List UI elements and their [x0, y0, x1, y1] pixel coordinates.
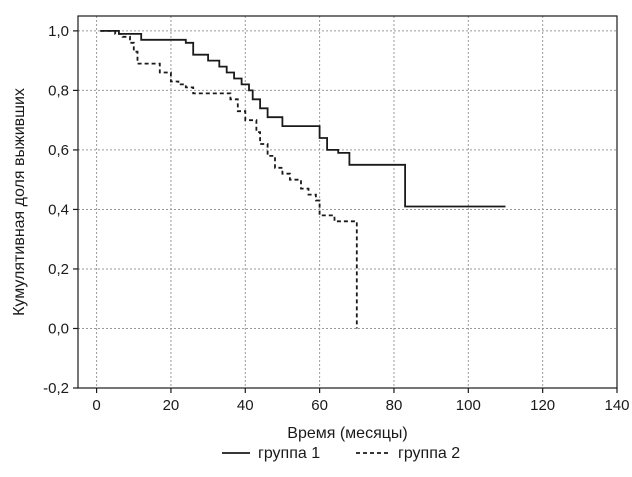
x-tick-label: 40	[237, 397, 254, 414]
x-tick-label: 60	[311, 397, 328, 414]
y-tick-label: 0,4	[48, 201, 69, 218]
y-tick-label: 0,0	[48, 320, 69, 337]
series-line-group-1	[100, 30, 506, 208]
y-tick-label: 0,8	[48, 82, 69, 99]
x-tick-label: 80	[386, 397, 403, 414]
x-tick-label: 0	[92, 397, 100, 414]
grid-layer	[78, 16, 618, 389]
y-tick-label: -0,2	[43, 380, 69, 397]
series-layer	[100, 30, 506, 329]
x-axis-label: Время (месяцы)	[287, 425, 407, 442]
series-line-group-2	[100, 30, 358, 329]
y-tick-label: 1,0	[48, 23, 69, 40]
x-tick-label: 140	[604, 397, 629, 414]
plot-frame	[77, 15, 618, 389]
legend-label-group-2: группа 2	[398, 445, 460, 462]
x-tick-label: 100	[456, 397, 481, 414]
y-tick-label: 0,2	[48, 261, 69, 278]
y-tick-label: 0,6	[48, 142, 69, 159]
y-axis-label: Кумулятивная доля выживших	[11, 88, 28, 316]
ticks-layer: 0 20 40 60 80 100 120 140 -0,2 0,0 0,2 0,4 0,6 0,8 1,0	[43, 23, 629, 414]
x-tick-label: 20	[163, 397, 180, 414]
legend: группа 1 группа 2	[222, 445, 460, 462]
x-tick-label: 120	[530, 397, 555, 414]
legend-label-group-1: группа 1	[258, 445, 320, 462]
